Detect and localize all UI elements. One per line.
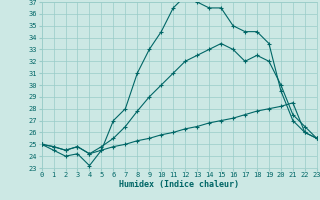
X-axis label: Humidex (Indice chaleur): Humidex (Indice chaleur) [119, 180, 239, 189]
